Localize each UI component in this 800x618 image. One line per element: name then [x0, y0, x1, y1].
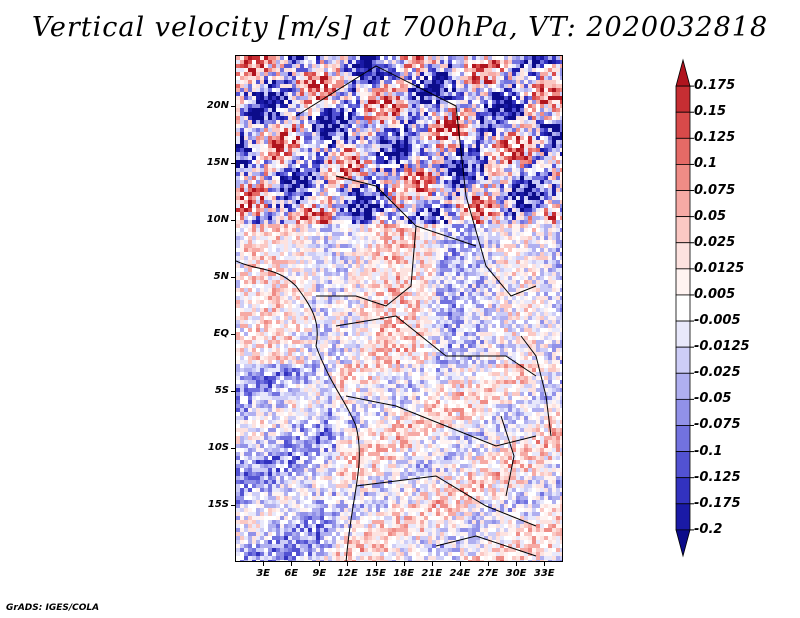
colorbar-label: 0.15: [694, 104, 727, 120]
lat-tick: [231, 505, 235, 507]
lon-label: 18E: [393, 568, 415, 579]
lon-label: 30E: [505, 568, 527, 579]
colorbar-swatch: [675, 58, 691, 87]
lat-tick: [231, 277, 235, 279]
lon-tick: [544, 562, 546, 566]
map-panel: [235, 55, 563, 562]
colorbar-swatch: [675, 111, 691, 139]
colorbar-label: 0.005: [694, 286, 736, 302]
colorbar-swatch: [675, 190, 691, 218]
lon-label: 9E: [312, 568, 327, 579]
colorbar-swatch: [675, 294, 691, 322]
lat-label: 10N: [206, 214, 229, 226]
colorbar-swatch: [675, 451, 691, 479]
lon-tick: [347, 562, 349, 566]
lon-tick: [319, 562, 321, 566]
colorbar-label: 0.05: [694, 208, 727, 224]
colorbar-label: -0.2: [694, 521, 723, 537]
colorbar-label: -0.0125: [694, 339, 750, 355]
lat-label: 5N: [213, 271, 229, 283]
lat-label: EQ: [213, 328, 229, 340]
colorbar-label: 0.125: [694, 130, 736, 146]
lat-tick: [231, 448, 235, 450]
lon-tick: [375, 562, 377, 566]
colorbar-label: 0.1: [694, 156, 718, 172]
colorbar-label: -0.125: [694, 469, 741, 485]
lon-label: 12E: [337, 568, 358, 579]
colorbar-swatch: [675, 425, 691, 452]
colorbar-label: -0.175: [694, 495, 741, 511]
colorbar-swatch: [675, 320, 691, 348]
lat-tick: [231, 334, 235, 336]
colorbar-swatch: [675, 346, 691, 374]
lat-label: 15N: [206, 157, 229, 169]
lon-tick: [431, 562, 433, 566]
vertical-velocity-field-map: [236, 56, 562, 561]
lon-tick: [516, 562, 518, 566]
footer-credit: GrADS: IGES/COLA: [6, 603, 100, 613]
lon-label: 33E: [533, 568, 555, 579]
colorbar-label: -0.075: [694, 417, 741, 433]
colorbar-swatch: [675, 477, 691, 505]
colorbar-label: -0.025: [694, 365, 741, 381]
lat-label: 20N: [206, 100, 229, 112]
lat-tick: [231, 220, 235, 222]
lat-tick: [231, 163, 235, 165]
lat-tick: [231, 106, 235, 108]
colorbar-swatch: [675, 503, 691, 531]
colorbar-swatch: [675, 268, 691, 296]
colorbar-swatch: [675, 85, 691, 113]
lon-tick: [488, 562, 490, 566]
colorbar-label: 0.075: [694, 182, 736, 198]
colorbar-label: 0.025: [694, 234, 736, 250]
lon-label: 21E: [421, 568, 443, 579]
lon-label: 27E: [477, 568, 499, 579]
lon-label: 24E: [449, 568, 471, 579]
chart-title: Vertical velocity [m/s] at 700hPa, VT: 2…: [31, 12, 769, 43]
lon-tick: [263, 562, 265, 566]
colorbar-swatch: [675, 164, 691, 191]
lon-tick: [459, 562, 461, 566]
colorbar-swatch: [675, 398, 691, 426]
lat-label: 10S: [207, 442, 229, 454]
lat-tick: [231, 391, 235, 393]
colorbar-label: 0.175: [694, 78, 736, 94]
lon-label: 15E: [365, 568, 386, 579]
colorbar-swatch: [675, 372, 691, 400]
colorbar-label: -0.1: [694, 443, 723, 459]
colorbar-swatch: [675, 137, 691, 165]
colorbar-label: 0.0125: [694, 260, 745, 276]
colorbar-swatch: [675, 216, 691, 244]
colorbar-swatch: [675, 529, 691, 558]
lon-tick: [291, 562, 293, 566]
lon-label: 3E: [256, 568, 270, 579]
lon-label: 6E: [284, 568, 299, 579]
colorbar-label: -0.005: [694, 313, 741, 329]
lon-tick: [403, 562, 405, 566]
lat-label: 15S: [207, 499, 229, 511]
colorbar-swatch: [675, 242, 691, 270]
lat-label: 5S: [214, 385, 229, 397]
colorbar-label: -0.05: [694, 391, 732, 407]
